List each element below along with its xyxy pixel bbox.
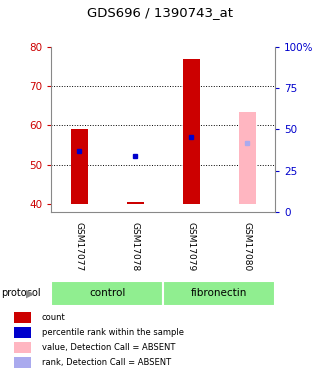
Bar bbox=[14, 327, 31, 338]
Text: GDS696 / 1390743_at: GDS696 / 1390743_at bbox=[87, 6, 233, 19]
Bar bbox=[239, 112, 256, 204]
Text: GSM17078: GSM17078 bbox=[131, 222, 140, 271]
Text: control: control bbox=[89, 288, 125, 298]
Text: value, Detection Call = ABSENT: value, Detection Call = ABSENT bbox=[42, 343, 175, 352]
Bar bbox=[127, 202, 144, 204]
Bar bbox=[183, 58, 200, 204]
Text: ▶: ▶ bbox=[26, 288, 34, 298]
Bar bbox=[71, 129, 88, 204]
Text: GSM17079: GSM17079 bbox=[187, 222, 196, 271]
Bar bbox=[14, 357, 31, 368]
Text: rank, Detection Call = ABSENT: rank, Detection Call = ABSENT bbox=[42, 358, 171, 367]
Bar bbox=[51, 281, 163, 306]
Text: GSM17080: GSM17080 bbox=[243, 222, 252, 271]
Text: GSM17077: GSM17077 bbox=[75, 222, 84, 271]
Bar bbox=[14, 342, 31, 353]
Text: count: count bbox=[42, 313, 65, 322]
Text: fibronectin: fibronectin bbox=[191, 288, 247, 298]
Bar bbox=[163, 281, 275, 306]
Bar bbox=[14, 312, 31, 323]
Text: percentile rank within the sample: percentile rank within the sample bbox=[42, 328, 184, 337]
Text: protocol: protocol bbox=[2, 288, 41, 298]
